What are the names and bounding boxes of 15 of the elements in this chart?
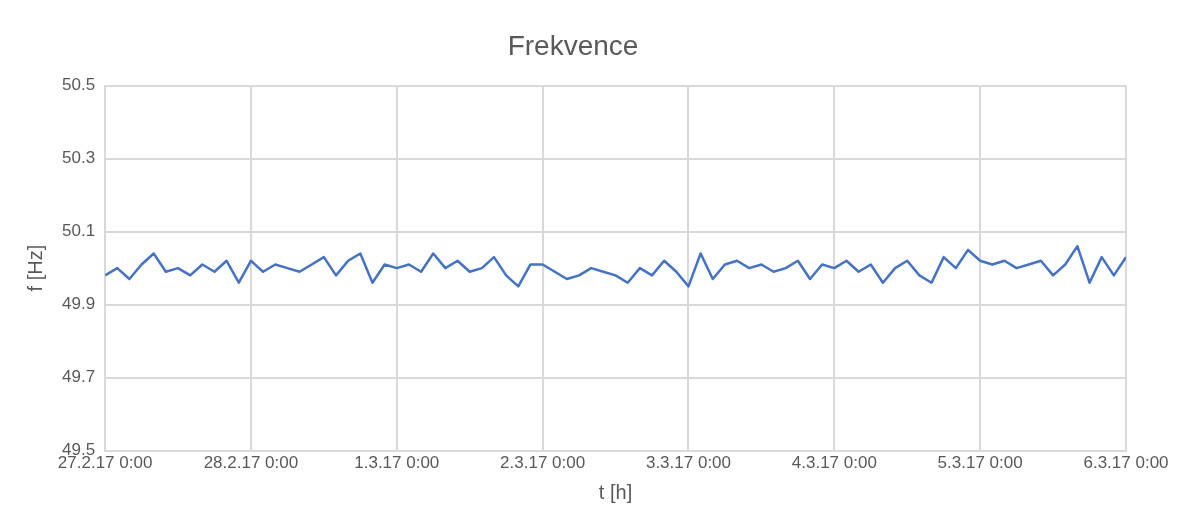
x-tick-label: 28.2.17 0:00 xyxy=(203,453,299,473)
x-tick-label: 4.3.17 0:00 xyxy=(791,453,877,473)
x-tick-label: 3.3.17 0:00 xyxy=(645,453,731,473)
y-tick-label: 50.1 xyxy=(61,221,96,241)
y-axis-title: f [Hz] xyxy=(23,244,46,292)
y-tick-label: 49.7 xyxy=(61,367,96,387)
y-tick-label: 49.9 xyxy=(61,294,96,314)
x-axis-title: t [h] xyxy=(598,480,633,503)
x-tick-label: 5.3.17 0:00 xyxy=(937,453,1023,473)
x-tick-label: 6.3.17 0:00 xyxy=(1083,453,1169,473)
chart-title: Frekvence xyxy=(507,29,639,61)
x-tick-label: 1.3.17 0:00 xyxy=(354,453,440,473)
y-tick-label: 50.3 xyxy=(61,148,96,168)
x-tick-label: 2.3.17 0:00 xyxy=(500,453,586,473)
y-tick-label: 50.5 xyxy=(61,75,96,95)
